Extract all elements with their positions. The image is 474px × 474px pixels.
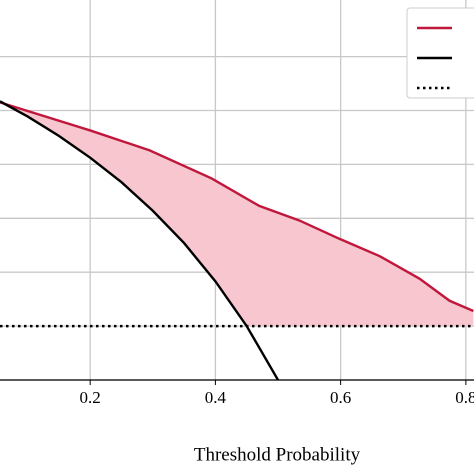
legend-box — [406, 7, 474, 99]
x-tick-label: 0.4 — [205, 388, 227, 407]
x-tick-label: 0.8 — [455, 388, 474, 407]
x-axis-label: Threshold Probability — [194, 444, 361, 465]
plot-area — [0, 100, 474, 380]
series-line — [0, 101, 474, 313]
x-tick-label: 0.6 — [330, 388, 351, 407]
series-line — [0, 100, 280, 380]
x-tick-label: 0.2 — [80, 388, 101, 407]
net-benefit-area — [0, 101, 474, 327]
legend — [406, 7, 474, 99]
